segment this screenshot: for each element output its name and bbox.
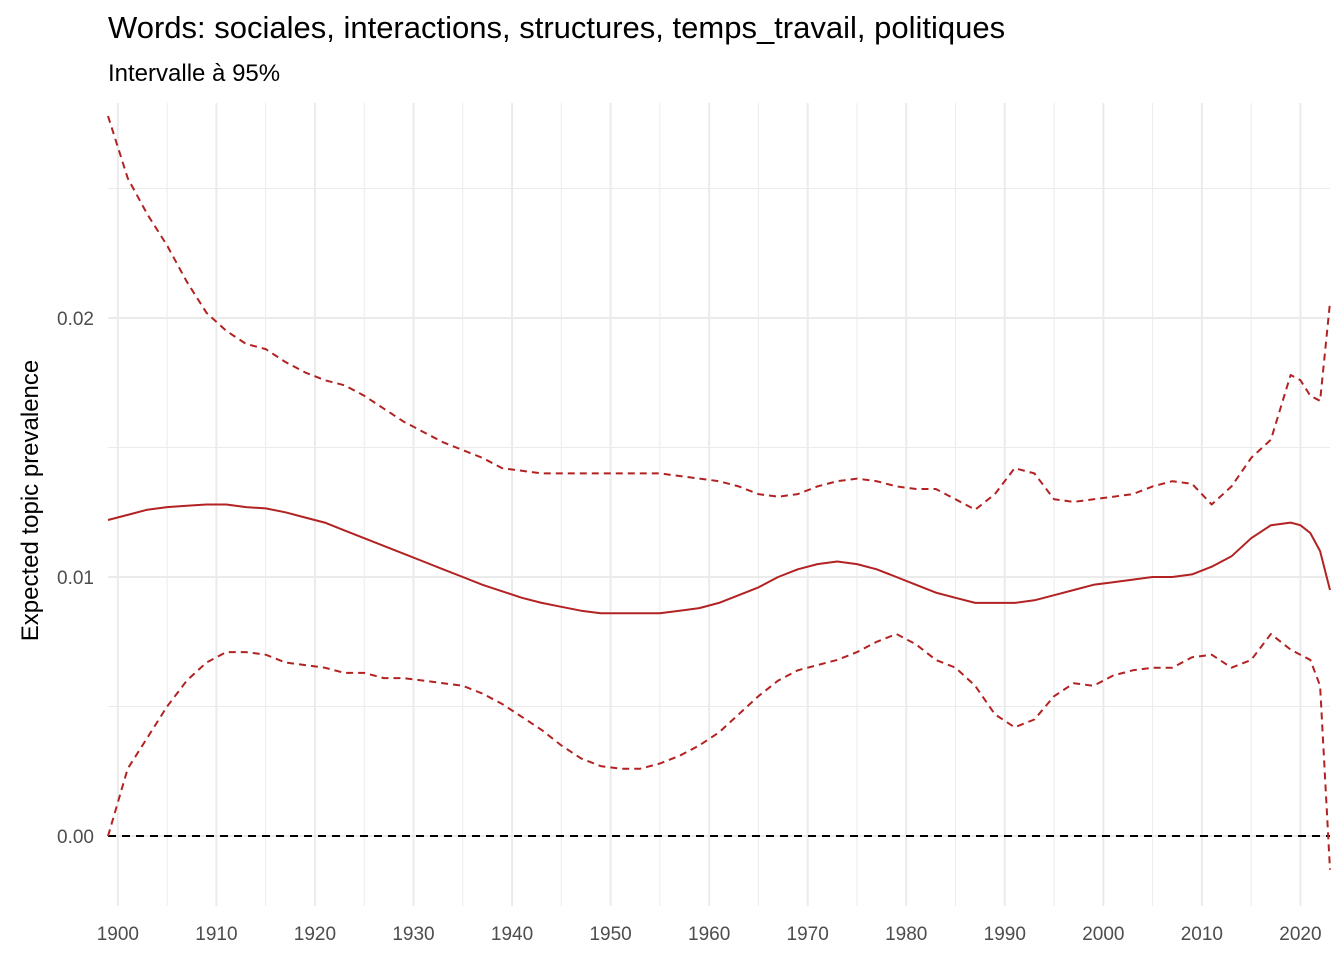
x-tick-label: 1970 (787, 924, 829, 945)
chart-title: Words: sociales, interactions, structure… (108, 10, 1006, 45)
x-tick-label: 1920 (294, 924, 336, 945)
x-tick-label: 1930 (392, 924, 434, 945)
y-axis-title: Expected topic prevalence (17, 360, 44, 642)
series-lines (107, 115, 1331, 870)
chart-subtitle: Intervalle à 95% (108, 60, 281, 87)
y-axis-tick-labels: 0.00 0.01 0.02 (57, 309, 94, 848)
upper-ci-line (107, 115, 1331, 511)
y-tick-label: 0.02 (57, 309, 94, 330)
x-tick-label: 1990 (984, 924, 1026, 945)
x-axis-tick-labels: 1900 1910 1920 1930 1940 1950 1960 1970 1980 1990… (97, 924, 1322, 945)
x-tick-label: 2020 (1279, 924, 1321, 945)
x-tick-label: 1910 (195, 924, 237, 945)
x-tick-label: 1940 (491, 924, 533, 945)
major-gridlines (108, 103, 1330, 906)
y-tick-label: 0.00 (57, 827, 94, 848)
x-tick-label: 2000 (1082, 924, 1124, 945)
x-tick-label: 2010 (1181, 924, 1223, 945)
estimate-line (107, 503, 1331, 615)
x-tick-label: 1950 (589, 924, 631, 945)
minor-gridlines (108, 103, 1330, 906)
x-tick-label: 1980 (885, 924, 927, 945)
y-tick-label: 0.01 (57, 568, 94, 589)
x-tick-label: 1900 (97, 924, 139, 945)
lower-ci-line (107, 633, 1331, 870)
x-tick-label: 1960 (688, 924, 730, 945)
